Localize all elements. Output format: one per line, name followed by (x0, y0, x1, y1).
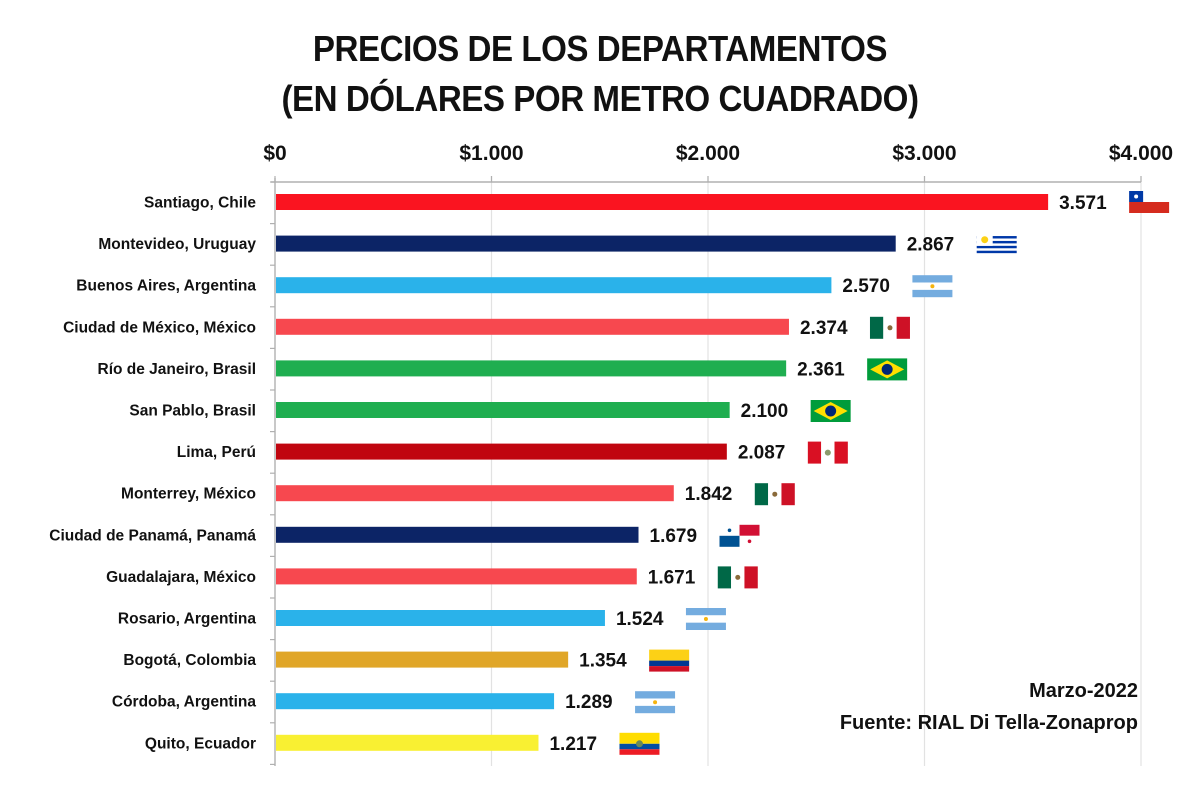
category-labels: Santiago, Chile Montevideo, Uruguay Buenos… (49, 195, 256, 753)
bar (276, 318, 789, 335)
flag-argentina-icon (685, 608, 726, 630)
category-label: Ciudad de Panamá, Panamá (49, 527, 256, 544)
x-tick-label: $4.000 (1109, 142, 1173, 165)
value-label: 1.289 (565, 692, 613, 713)
value-label: 2.570 (842, 276, 890, 297)
value-labels: 3.571 2.867 2.570 2.374 2.361 2.100 2.0871.842… (549, 193, 1107, 755)
value-label: 1.354 (579, 651, 627, 672)
flag-colombia-icon (649, 649, 690, 672)
x-tick-label: $2.000 (676, 142, 740, 165)
value-label: 1.671 (648, 567, 696, 588)
value-label: 2.374 (800, 318, 848, 339)
category-label: Santiago, Chile (144, 195, 256, 212)
bar (276, 360, 787, 377)
flag-ecuador-icon (619, 732, 660, 755)
flags (619, 191, 1170, 755)
bar (276, 402, 730, 418)
bar (276, 194, 1049, 210)
bar (276, 693, 555, 710)
category-label: Guadalajara, México (106, 569, 256, 586)
source-note: Fuente: RIAL Di Tella-Zonaprop (839, 712, 1138, 734)
flag-brazil-icon (810, 400, 851, 422)
value-label: 3.571 (1059, 193, 1107, 214)
bar (276, 443, 727, 460)
bar (276, 568, 637, 585)
value-label: 1.217 (549, 734, 597, 755)
flag-chile-icon (1129, 191, 1170, 213)
chart-subtitle: (EN DÓLARES POR METRO CUADRADO) (281, 78, 919, 119)
bar (276, 485, 674, 502)
flag-peru-icon (807, 441, 848, 464)
bar (276, 651, 569, 668)
flag-mexico-icon (717, 566, 758, 589)
bar (276, 734, 539, 751)
chart-title: PRECIOS DE LOS DEPARTAMENTOS (312, 28, 888, 69)
gridlines (490, 176, 1142, 766)
category-label: Montevideo, Uruguay (98, 236, 256, 253)
value-label: 1.524 (616, 609, 664, 630)
flag-mexico-icon (754, 483, 795, 506)
category-label: San Pablo, Brasil (129, 403, 256, 420)
bar (276, 235, 896, 252)
category-label: Monterrey, México (121, 486, 256, 503)
category-label: Río de Janeiro, Brasil (98, 361, 257, 378)
bar (276, 526, 639, 543)
category-label: Bogotá, Colombia (123, 652, 256, 669)
value-label: 1.679 (650, 526, 698, 547)
flag-panama-icon (719, 524, 760, 547)
category-label: Lima, Perú (177, 444, 256, 461)
bar (276, 277, 832, 294)
flag-uruguay-icon (976, 233, 1017, 256)
value-label: 1.842 (685, 484, 733, 505)
bar (276, 610, 605, 626)
category-label: Rosario, Argentina (118, 611, 256, 628)
x-axis: $0 $1.000 $2.000 $3.000 $4.000 (263, 142, 1173, 183)
category-label: Buenos Aires, Argentina (76, 278, 256, 295)
value-label: 2.361 (797, 359, 845, 380)
value-label: 2.087 (738, 443, 786, 464)
flag-argentina-icon (635, 691, 676, 714)
flag-mexico-icon (869, 316, 910, 339)
flag-brazil-icon (867, 358, 908, 381)
x-tick-label: $0 (263, 142, 286, 165)
date-note: Marzo-2022 (1029, 680, 1138, 702)
x-tick-label: $3.000 (892, 142, 956, 165)
flag-argentina-icon (912, 275, 953, 298)
bars (276, 194, 1049, 751)
category-label: Córdoba, Argentina (112, 694, 256, 711)
y-axis (270, 178, 276, 766)
category-label: Ciudad de México, México (63, 319, 256, 336)
value-label: 2.100 (741, 401, 789, 422)
category-label: Quito, Ecuador (145, 735, 256, 752)
value-label: 2.867 (907, 235, 955, 256)
x-tick-label: $1.000 (459, 142, 523, 165)
